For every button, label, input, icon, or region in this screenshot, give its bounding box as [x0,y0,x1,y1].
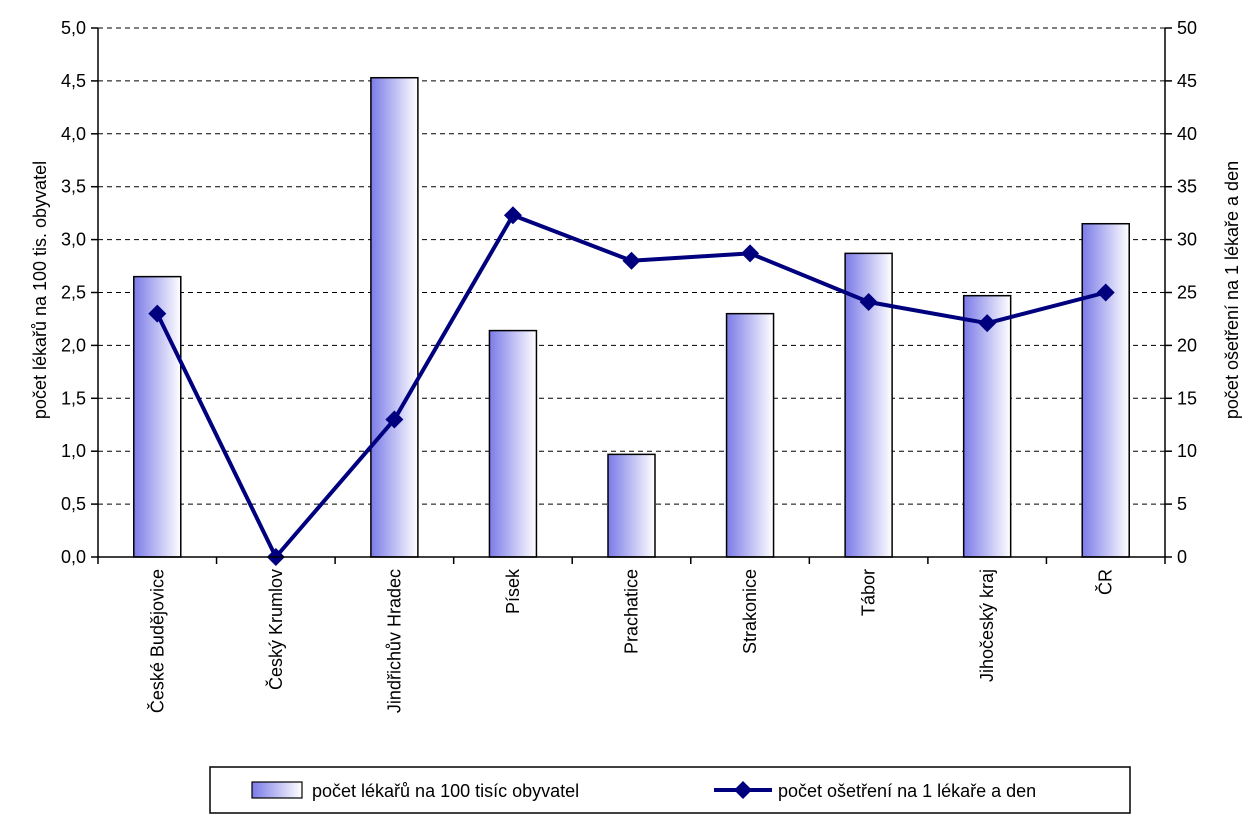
right-axis-title: počet ošetření na 1 lékaře a den [1222,161,1242,419]
bar [370,76,419,558]
line-point-marker [859,293,878,312]
right-tick-label: 10 [1177,441,1197,461]
left-tick-label: 2,0 [61,335,86,355]
x-ticks: České Budějovice Český Krumlov Jindřichův … [97,557,1166,713]
left-axis-title: počet lékařů na 100 tis. obyvatel [30,161,50,419]
left-tick-label: 3,0 [61,230,86,250]
right-tick-label: 0 [1177,547,1187,567]
legend: počet lékařů na 100 tisíc obyvatel počet… [209,766,1131,814]
legend-bar-swatch [251,781,303,799]
right-tick-label: 15 [1177,388,1197,408]
left-tick-label: 4,0 [61,124,86,144]
bar [607,453,656,558]
right-tick-label: 25 [1177,283,1197,303]
bar [962,294,1012,558]
legend-bar-label: počet lékařů na 100 tisíc obyvatel [312,781,579,801]
left-tick-label: 0,5 [61,494,86,514]
left-tick-label: 5,0 [61,18,86,38]
x-tick-label: Strakonice [740,569,760,654]
line-point-marker [741,244,760,263]
left-y-ticks: 0,0 0,5 1,0 1,5 2,0 2,5 3,0 3,5 4,0 4,5 5,0 [61,18,98,567]
right-tick-label: 40 [1177,124,1197,144]
right-y-ticks: 0 5 10 15 20 25 30 35 40 45 50 [1165,18,1197,567]
legend-box [209,766,1131,814]
left-tick-label: 1,0 [61,441,86,461]
line-point-marker [385,410,404,429]
x-tick-label: Jindřichův Hradec [384,569,404,713]
x-tick-label: Tábor [859,569,879,616]
right-tick-label: 20 [1177,335,1197,355]
left-tick-label: 3,5 [61,177,86,197]
left-tick-label: 0,0 [61,547,86,567]
x-tick-label: Písek [503,568,523,614]
bar [133,275,182,558]
right-tick-label: 35 [1177,177,1197,197]
x-tick-label: Český Krumlov [265,569,286,690]
right-tick-label: 45 [1177,71,1197,91]
right-tick-label: 5 [1177,494,1187,514]
line-point-marker [622,251,641,270]
x-tick-label: České Budějovice [146,569,167,713]
line-point-marker [978,314,997,333]
bar [725,312,775,558]
bar [488,329,538,558]
left-tick-label: 4,5 [61,71,86,91]
bar [1081,222,1130,558]
right-tick-label: 30 [1177,230,1197,250]
right-tick-label: 50 [1177,18,1197,38]
line-point-marker [503,206,522,225]
bar-series [133,76,1130,558]
x-tick-label: Prachatice [622,569,642,654]
legend-line-label: počet ošetření na 1 lékaře a den [778,781,1036,801]
line-point-marker [148,304,167,323]
line-point-marker [1096,283,1115,302]
left-tick-label: 1,5 [61,388,86,408]
x-tick-label: ČR [1095,569,1116,595]
left-tick-label: 2,5 [61,283,86,303]
x-tick-label: Jihočeský kraj [977,569,997,682]
line-series [148,206,1115,566]
legend-diamond-marker [734,781,752,799]
